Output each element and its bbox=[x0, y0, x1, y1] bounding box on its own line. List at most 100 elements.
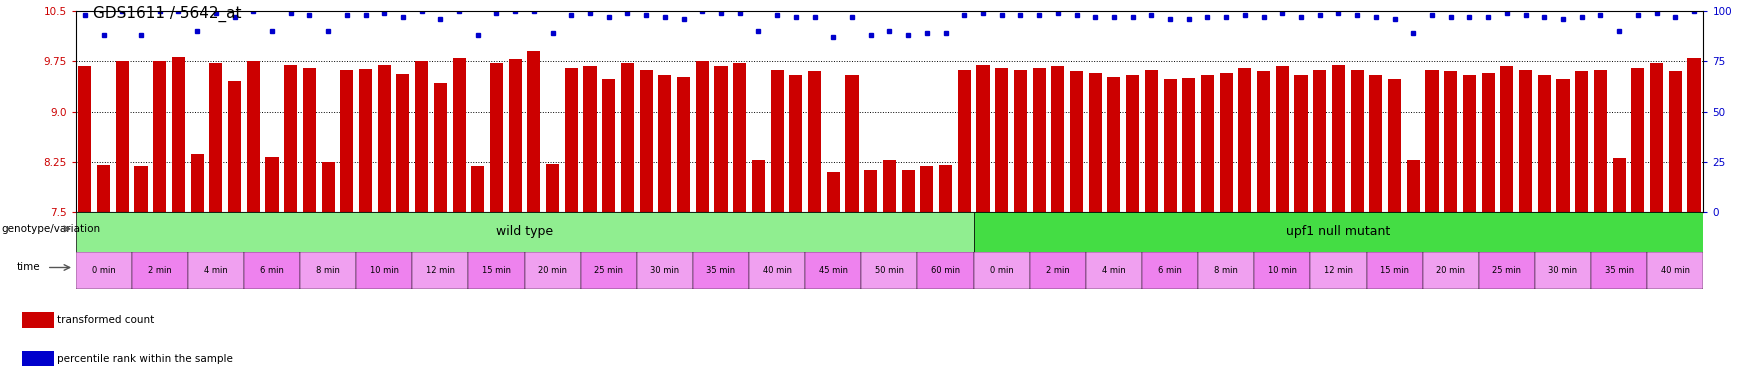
Bar bbox=[883, 160, 895, 212]
Bar bbox=[1107, 77, 1120, 212]
Text: 30 min: 30 min bbox=[649, 266, 679, 275]
Bar bbox=[956, 70, 971, 212]
Bar bbox=[1220, 73, 1232, 212]
Bar bbox=[1406, 160, 1420, 212]
Bar bbox=[1141, 252, 1197, 289]
Text: 30 min: 30 min bbox=[1548, 266, 1576, 275]
Text: 35 min: 35 min bbox=[706, 266, 735, 275]
Bar bbox=[920, 166, 934, 212]
Text: 45 min: 45 min bbox=[818, 266, 848, 275]
Text: 20 min: 20 min bbox=[537, 266, 567, 275]
Text: transformed count: transformed count bbox=[56, 315, 154, 325]
Text: 4 min: 4 min bbox=[204, 266, 228, 275]
Bar bbox=[1164, 80, 1176, 212]
Bar bbox=[862, 252, 916, 289]
Bar bbox=[1630, 68, 1643, 212]
Bar bbox=[1594, 70, 1606, 212]
Bar bbox=[1125, 75, 1139, 212]
Bar bbox=[565, 68, 577, 212]
Bar bbox=[525, 252, 581, 289]
Bar bbox=[916, 252, 972, 289]
Bar bbox=[509, 59, 521, 212]
Bar bbox=[1422, 252, 1478, 289]
Bar bbox=[972, 212, 1702, 252]
Bar bbox=[526, 51, 541, 212]
Bar bbox=[844, 75, 858, 212]
Bar bbox=[1181, 78, 1195, 212]
Bar bbox=[1237, 68, 1251, 212]
Text: 4 min: 4 min bbox=[1102, 266, 1125, 275]
Bar bbox=[1069, 71, 1083, 212]
Text: 0 min: 0 min bbox=[91, 266, 116, 275]
Bar bbox=[1499, 66, 1513, 212]
Bar bbox=[21, 312, 53, 328]
Bar bbox=[734, 63, 746, 212]
Bar bbox=[1555, 80, 1569, 212]
Text: 2 min: 2 min bbox=[147, 266, 172, 275]
Bar bbox=[1085, 252, 1141, 289]
Text: 12 min: 12 min bbox=[1323, 266, 1351, 275]
Bar bbox=[827, 172, 839, 212]
Text: 25 min: 25 min bbox=[593, 266, 623, 275]
Bar bbox=[414, 62, 428, 212]
Bar bbox=[1650, 63, 1662, 212]
Bar bbox=[714, 66, 727, 212]
Text: 50 min: 50 min bbox=[874, 266, 904, 275]
Bar bbox=[749, 252, 806, 289]
Text: 40 min: 40 min bbox=[762, 266, 792, 275]
Bar bbox=[1330, 65, 1344, 212]
Bar bbox=[1200, 75, 1213, 212]
Bar bbox=[244, 252, 300, 289]
Bar bbox=[695, 62, 709, 212]
Bar bbox=[1028, 252, 1085, 289]
Bar bbox=[1443, 71, 1457, 212]
Bar bbox=[356, 252, 412, 289]
Text: 6 min: 6 min bbox=[1158, 266, 1181, 275]
Text: 8 min: 8 min bbox=[316, 266, 340, 275]
Bar bbox=[321, 162, 335, 212]
Bar bbox=[806, 252, 862, 289]
Bar bbox=[470, 166, 484, 212]
Bar bbox=[751, 160, 765, 212]
Text: 8 min: 8 min bbox=[1213, 266, 1237, 275]
Bar bbox=[1534, 252, 1590, 289]
Bar bbox=[1574, 71, 1587, 212]
Bar bbox=[1611, 158, 1625, 212]
Bar bbox=[300, 252, 356, 289]
Bar bbox=[770, 70, 783, 212]
Bar bbox=[490, 63, 502, 212]
Bar bbox=[132, 252, 188, 289]
Text: genotype/variation: genotype/variation bbox=[2, 224, 100, 234]
Bar bbox=[900, 170, 914, 212]
Bar bbox=[788, 75, 802, 212]
Text: wild type: wild type bbox=[495, 225, 553, 238]
Text: 6 min: 6 min bbox=[260, 266, 284, 275]
Bar bbox=[995, 68, 1007, 212]
Bar bbox=[1253, 252, 1309, 289]
Bar bbox=[358, 69, 372, 212]
Text: 12 min: 12 min bbox=[426, 266, 455, 275]
Bar bbox=[602, 80, 614, 212]
Text: 10 min: 10 min bbox=[1267, 266, 1297, 275]
Bar bbox=[1276, 66, 1288, 212]
Text: GDS1611 / 5642_at: GDS1611 / 5642_at bbox=[93, 6, 242, 22]
Text: percentile rank within the sample: percentile rank within the sample bbox=[56, 354, 233, 364]
Bar bbox=[79, 66, 91, 212]
Bar bbox=[135, 166, 147, 212]
Bar bbox=[340, 70, 353, 212]
Bar bbox=[1197, 252, 1253, 289]
Text: 35 min: 35 min bbox=[1604, 266, 1632, 275]
Bar bbox=[1425, 70, 1437, 212]
Bar bbox=[639, 70, 653, 212]
Bar bbox=[377, 65, 391, 212]
Bar bbox=[693, 252, 749, 289]
Bar bbox=[1646, 252, 1702, 289]
Bar bbox=[1293, 75, 1307, 212]
Bar bbox=[863, 170, 878, 212]
Bar bbox=[1032, 68, 1044, 212]
Bar bbox=[546, 164, 558, 212]
Bar bbox=[1350, 70, 1364, 212]
Bar bbox=[1144, 70, 1157, 212]
Bar bbox=[1365, 252, 1422, 289]
Bar bbox=[1667, 71, 1681, 212]
